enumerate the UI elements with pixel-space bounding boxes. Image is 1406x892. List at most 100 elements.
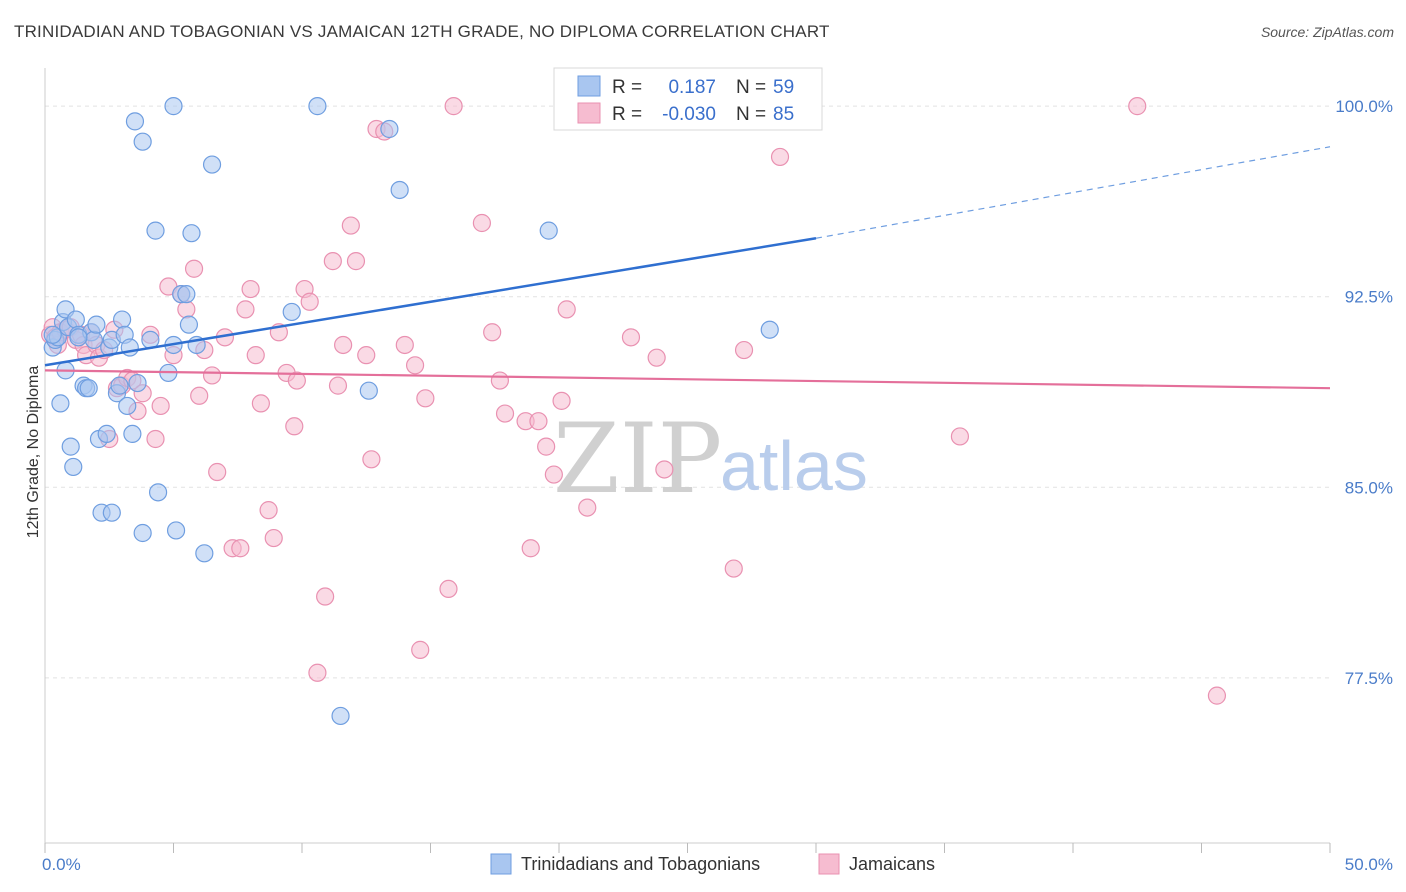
jamaicans-point-74 xyxy=(537,437,556,456)
trinidadians-point-32 xyxy=(133,523,152,543)
jamaicans-point-24 xyxy=(146,429,165,449)
y-tick-label-0: 77.5% xyxy=(1345,669,1393,688)
jamaicans-point-78 xyxy=(578,498,597,517)
jamaicans-point-68 xyxy=(483,323,502,342)
jamaicans-point-25 xyxy=(151,396,170,416)
trinidadians-point-58 xyxy=(69,328,88,347)
jamaicans-point-72 xyxy=(521,539,540,558)
jamaicans-point-51 xyxy=(316,587,335,606)
source-label: Source: ZipAtlas.com xyxy=(1260,24,1394,40)
jamaicans-point-53 xyxy=(328,376,348,395)
trinidadians-point-43 xyxy=(177,285,196,304)
jamaicans-point-29 xyxy=(177,300,196,319)
chart-title: TRINIDADIAN AND TOBAGONIAN VS JAMAICAN 1… xyxy=(14,22,830,41)
jamaicans-point-80 xyxy=(647,348,666,367)
jamaicans-point-64 xyxy=(416,389,435,408)
legend-n-label-2: N = xyxy=(736,104,766,125)
legend-n-value-1: 59 xyxy=(773,77,794,98)
trinidadians-point-40 xyxy=(164,97,183,116)
trend-lines xyxy=(44,146,1331,390)
jamaicans-point-43 xyxy=(264,528,283,548)
jamaicans-point-41 xyxy=(251,394,270,413)
correlation-legend: R = 0.187 N = 59 R = -0.030 N = 85 xyxy=(553,67,823,131)
trinidadians-point-52 xyxy=(359,381,378,400)
jamaicans-point-75 xyxy=(544,465,563,484)
trinidadians-point-14 xyxy=(79,379,98,398)
jamaicans-point-66 xyxy=(444,97,463,116)
trinidadians-point-44 xyxy=(179,315,199,334)
jamaicans-point-39 xyxy=(241,279,260,299)
trinidadians-point-30 xyxy=(123,424,142,444)
jamaicans-point-85 xyxy=(770,147,790,167)
trinidadians-point-8 xyxy=(61,437,80,456)
trinidadians-point-47 xyxy=(195,544,214,563)
trinidadians-point-33 xyxy=(125,112,145,131)
jamaicans-point-81 xyxy=(655,460,674,479)
axes xyxy=(44,68,1331,853)
jamaicans-point-47 xyxy=(287,371,306,390)
y-tick-label-1: 85.0% xyxy=(1345,478,1393,497)
jamaicans-point-63 xyxy=(411,640,430,659)
jamaicans-point-83 xyxy=(734,340,754,360)
trinidadians-point-17 xyxy=(87,315,106,334)
trinidadians-point-55 xyxy=(539,221,558,240)
bottom-legend-label-2: Jamaicans xyxy=(849,854,935,874)
series-legend: Trinidadians and Tobagonians Jamaicans xyxy=(490,853,935,875)
trinidadians-point-23 xyxy=(102,503,121,522)
trinidadians-point-20 xyxy=(97,424,116,444)
legend-r-label-2: R = xyxy=(612,104,642,125)
trend-line-trinidadians-projection xyxy=(815,146,1331,239)
jamaicans-point-49 xyxy=(300,292,319,311)
jamaicans-point-56 xyxy=(346,252,366,271)
trinidadians-point-31 xyxy=(128,373,147,393)
trend-line-trinidadians xyxy=(44,237,817,367)
jamaicans-point-33 xyxy=(202,366,222,385)
bottom-legend-swatch-pink xyxy=(818,853,840,875)
jamaicans-point-50 xyxy=(308,663,327,682)
trinidadians-point-3 xyxy=(51,394,70,413)
y-tick-label-3: 100.0% xyxy=(1335,97,1393,116)
jamaicans-point-70 xyxy=(495,404,515,423)
series-jamaicans-points xyxy=(41,97,1227,705)
jamaicans-point-62 xyxy=(405,356,425,375)
jamaicans-point-40 xyxy=(246,346,265,365)
legend-n-value-2: 85 xyxy=(773,104,794,125)
bottom-legend-swatch-blue xyxy=(490,853,512,875)
x-tick-labels: 0.0% 50.0% xyxy=(42,855,1393,874)
trinidadians-point-25 xyxy=(110,376,129,395)
jamaicans-point-55 xyxy=(341,216,360,235)
trinidadians-point-46 xyxy=(182,224,201,243)
jamaicans-point-82 xyxy=(724,559,743,578)
jamaicans-point-52 xyxy=(323,252,342,271)
jamaicans-point-37 xyxy=(231,539,250,558)
trinidadians-point-49 xyxy=(282,302,301,322)
watermark-zip: ZIP xyxy=(553,403,722,515)
y-tick-label-2: 92.5% xyxy=(1345,288,1393,307)
jamaicans-point-88 xyxy=(1207,686,1227,705)
trinidadians-point-57 xyxy=(43,325,62,344)
trinidadians-point-48 xyxy=(202,155,222,174)
jamaicans-point-34 xyxy=(208,462,227,482)
jamaicans-point-86 xyxy=(950,427,970,446)
jamaicans-point-67 xyxy=(472,213,491,233)
watermark-atlas: atlas xyxy=(720,427,868,505)
jamaicans-point-54 xyxy=(334,335,353,355)
legend-swatch-blue xyxy=(577,75,601,97)
trinidadians-point-53 xyxy=(380,119,399,139)
trinidadians-point-9 xyxy=(64,457,83,477)
trinidadians-point-50 xyxy=(308,97,327,116)
y-tick-labels: 77.5% 85.0% 92.5% 100.0% xyxy=(1335,97,1393,688)
jamaicans-point-30 xyxy=(184,259,204,278)
jamaicans-point-42 xyxy=(259,501,278,520)
trinidadians-point-26 xyxy=(112,310,132,329)
legend-r-value-1: 0.187 xyxy=(668,77,716,98)
jamaicans-point-65 xyxy=(439,579,458,599)
trinidadians-point-10 xyxy=(66,310,85,329)
jamaicans-point-61 xyxy=(395,335,414,355)
jamaicans-point-77 xyxy=(557,300,576,319)
bottom-legend-label-1: Trinidadians and Tobagonians xyxy=(521,854,760,874)
jamaicans-point-79 xyxy=(621,328,641,347)
trinidadians-point-41 xyxy=(166,521,186,540)
y-axis-label: 12th Grade, No Diploma xyxy=(25,366,42,539)
